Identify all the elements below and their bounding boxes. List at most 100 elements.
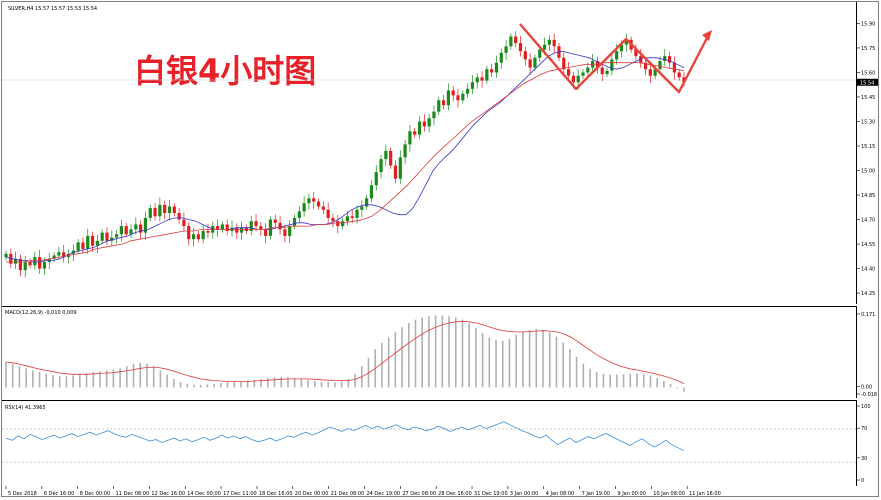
candle <box>211 221 215 239</box>
candle <box>14 251 18 269</box>
candle <box>369 180 374 203</box>
candle <box>514 31 518 48</box>
candle <box>610 54 614 76</box>
candle <box>417 116 422 139</box>
candle <box>336 214 340 234</box>
w-pattern-arrow <box>519 23 712 94</box>
candle <box>528 53 532 75</box>
candle <box>634 44 638 61</box>
candle <box>518 35 523 57</box>
macd-axis: 0.171 0.00 -0.018 <box>857 312 877 398</box>
candle <box>28 258 32 269</box>
time-tick-label: 28 Dec 16:00 <box>438 491 472 497</box>
candle <box>446 83 450 111</box>
time-tick-label: 3 Jan 00:00 <box>510 491 538 497</box>
candle <box>139 220 143 239</box>
price-tick-label: 14.55 <box>861 242 875 248</box>
candle <box>490 63 494 77</box>
candle <box>480 71 484 88</box>
price-axis: 15.90 15.75 15.60 15.45 15.30 15.15 15.00 14.85… <box>857 21 878 297</box>
candle <box>119 219 124 242</box>
candle <box>110 230 114 247</box>
candle <box>302 196 306 217</box>
candle <box>124 222 128 238</box>
candle <box>283 225 287 243</box>
macd-signal-line <box>5 320 685 384</box>
candle <box>504 40 508 61</box>
time-tick-label: 8 Dec 00:00 <box>80 491 110 497</box>
candle <box>523 46 527 66</box>
candle <box>297 206 301 223</box>
time-tick-label: 24 Dec 19:00 <box>366 491 400 497</box>
candle <box>95 234 99 253</box>
macd-panel[interactable]: MACD(12,26,9) -0.010 0.009 <box>2 306 857 398</box>
rsi-panel[interactable]: RSI(14) 41.3965 <box>2 400 857 486</box>
candle <box>100 229 104 245</box>
candle <box>581 69 585 80</box>
price-tick-label: 14.70 <box>861 218 875 224</box>
candle <box>374 164 378 191</box>
rsi-tick-label: 100 <box>861 404 871 410</box>
candle <box>562 52 566 74</box>
price-tick-label: 15.90 <box>861 21 875 27</box>
ma-slow-line <box>6 62 685 263</box>
candle <box>470 75 475 95</box>
candle <box>18 254 23 277</box>
candle <box>143 211 148 240</box>
candle <box>475 73 479 89</box>
candle <box>441 95 446 110</box>
symbol-header: SILVER,H4 15.57 15.57 15.53 15.54 <box>8 6 97 12</box>
candle <box>461 90 465 104</box>
candle <box>672 56 676 80</box>
price-tick-label: 15.45 <box>861 95 875 101</box>
candle <box>215 219 220 237</box>
time-tick-label: 12 Dec 16:00 <box>151 491 185 497</box>
candle <box>331 213 335 228</box>
candle <box>509 33 513 50</box>
time-tick-label: 4 Jan 08:00 <box>546 491 574 497</box>
candle <box>321 201 325 214</box>
candle <box>667 51 672 69</box>
candle <box>432 105 436 126</box>
candle <box>47 252 51 270</box>
candle <box>316 198 321 210</box>
candle <box>158 197 162 222</box>
price-tick-label: 15.60 <box>861 70 875 76</box>
rsi-axis: 100 70 30 0 <box>857 404 871 484</box>
candle <box>677 69 681 81</box>
candle <box>365 195 369 210</box>
price-tick-label: 15.30 <box>861 119 875 125</box>
time-tick-label: 27 Dec 08:00 <box>402 491 436 497</box>
ma-fast-line <box>5 50 685 263</box>
rsi-line <box>5 421 685 452</box>
time-tick-label: 14 Dec 00:00 <box>187 491 221 497</box>
candle <box>187 221 191 246</box>
candle <box>240 221 244 240</box>
candle <box>437 96 441 115</box>
candle <box>340 217 345 230</box>
macd-tick-label: -0.018 <box>861 392 877 398</box>
candle <box>663 48 667 67</box>
candle <box>605 67 609 78</box>
candle <box>259 221 263 236</box>
rsi-tick-label: 30 <box>861 456 867 462</box>
candle <box>379 154 383 179</box>
candle <box>398 150 402 184</box>
candle <box>566 62 571 81</box>
candle <box>225 219 229 236</box>
current-price-marker: 15.54 <box>857 78 878 86</box>
candle <box>499 48 503 69</box>
candle <box>81 237 85 254</box>
candle <box>278 215 282 235</box>
candle <box>273 214 277 228</box>
candle <box>153 202 157 221</box>
candle <box>86 228 90 255</box>
candle <box>177 207 181 224</box>
price-tick-label: 15.00 <box>861 169 875 175</box>
price-panel[interactable]: SILVER,H4 15.57 15.57 15.53 15.54 白银4小时图 <box>2 2 857 304</box>
macd-tick-label: 0.00 <box>861 384 872 390</box>
candle <box>466 83 470 98</box>
candle <box>456 89 460 108</box>
chart-title-overlay: 白银4小时图 <box>134 52 316 90</box>
